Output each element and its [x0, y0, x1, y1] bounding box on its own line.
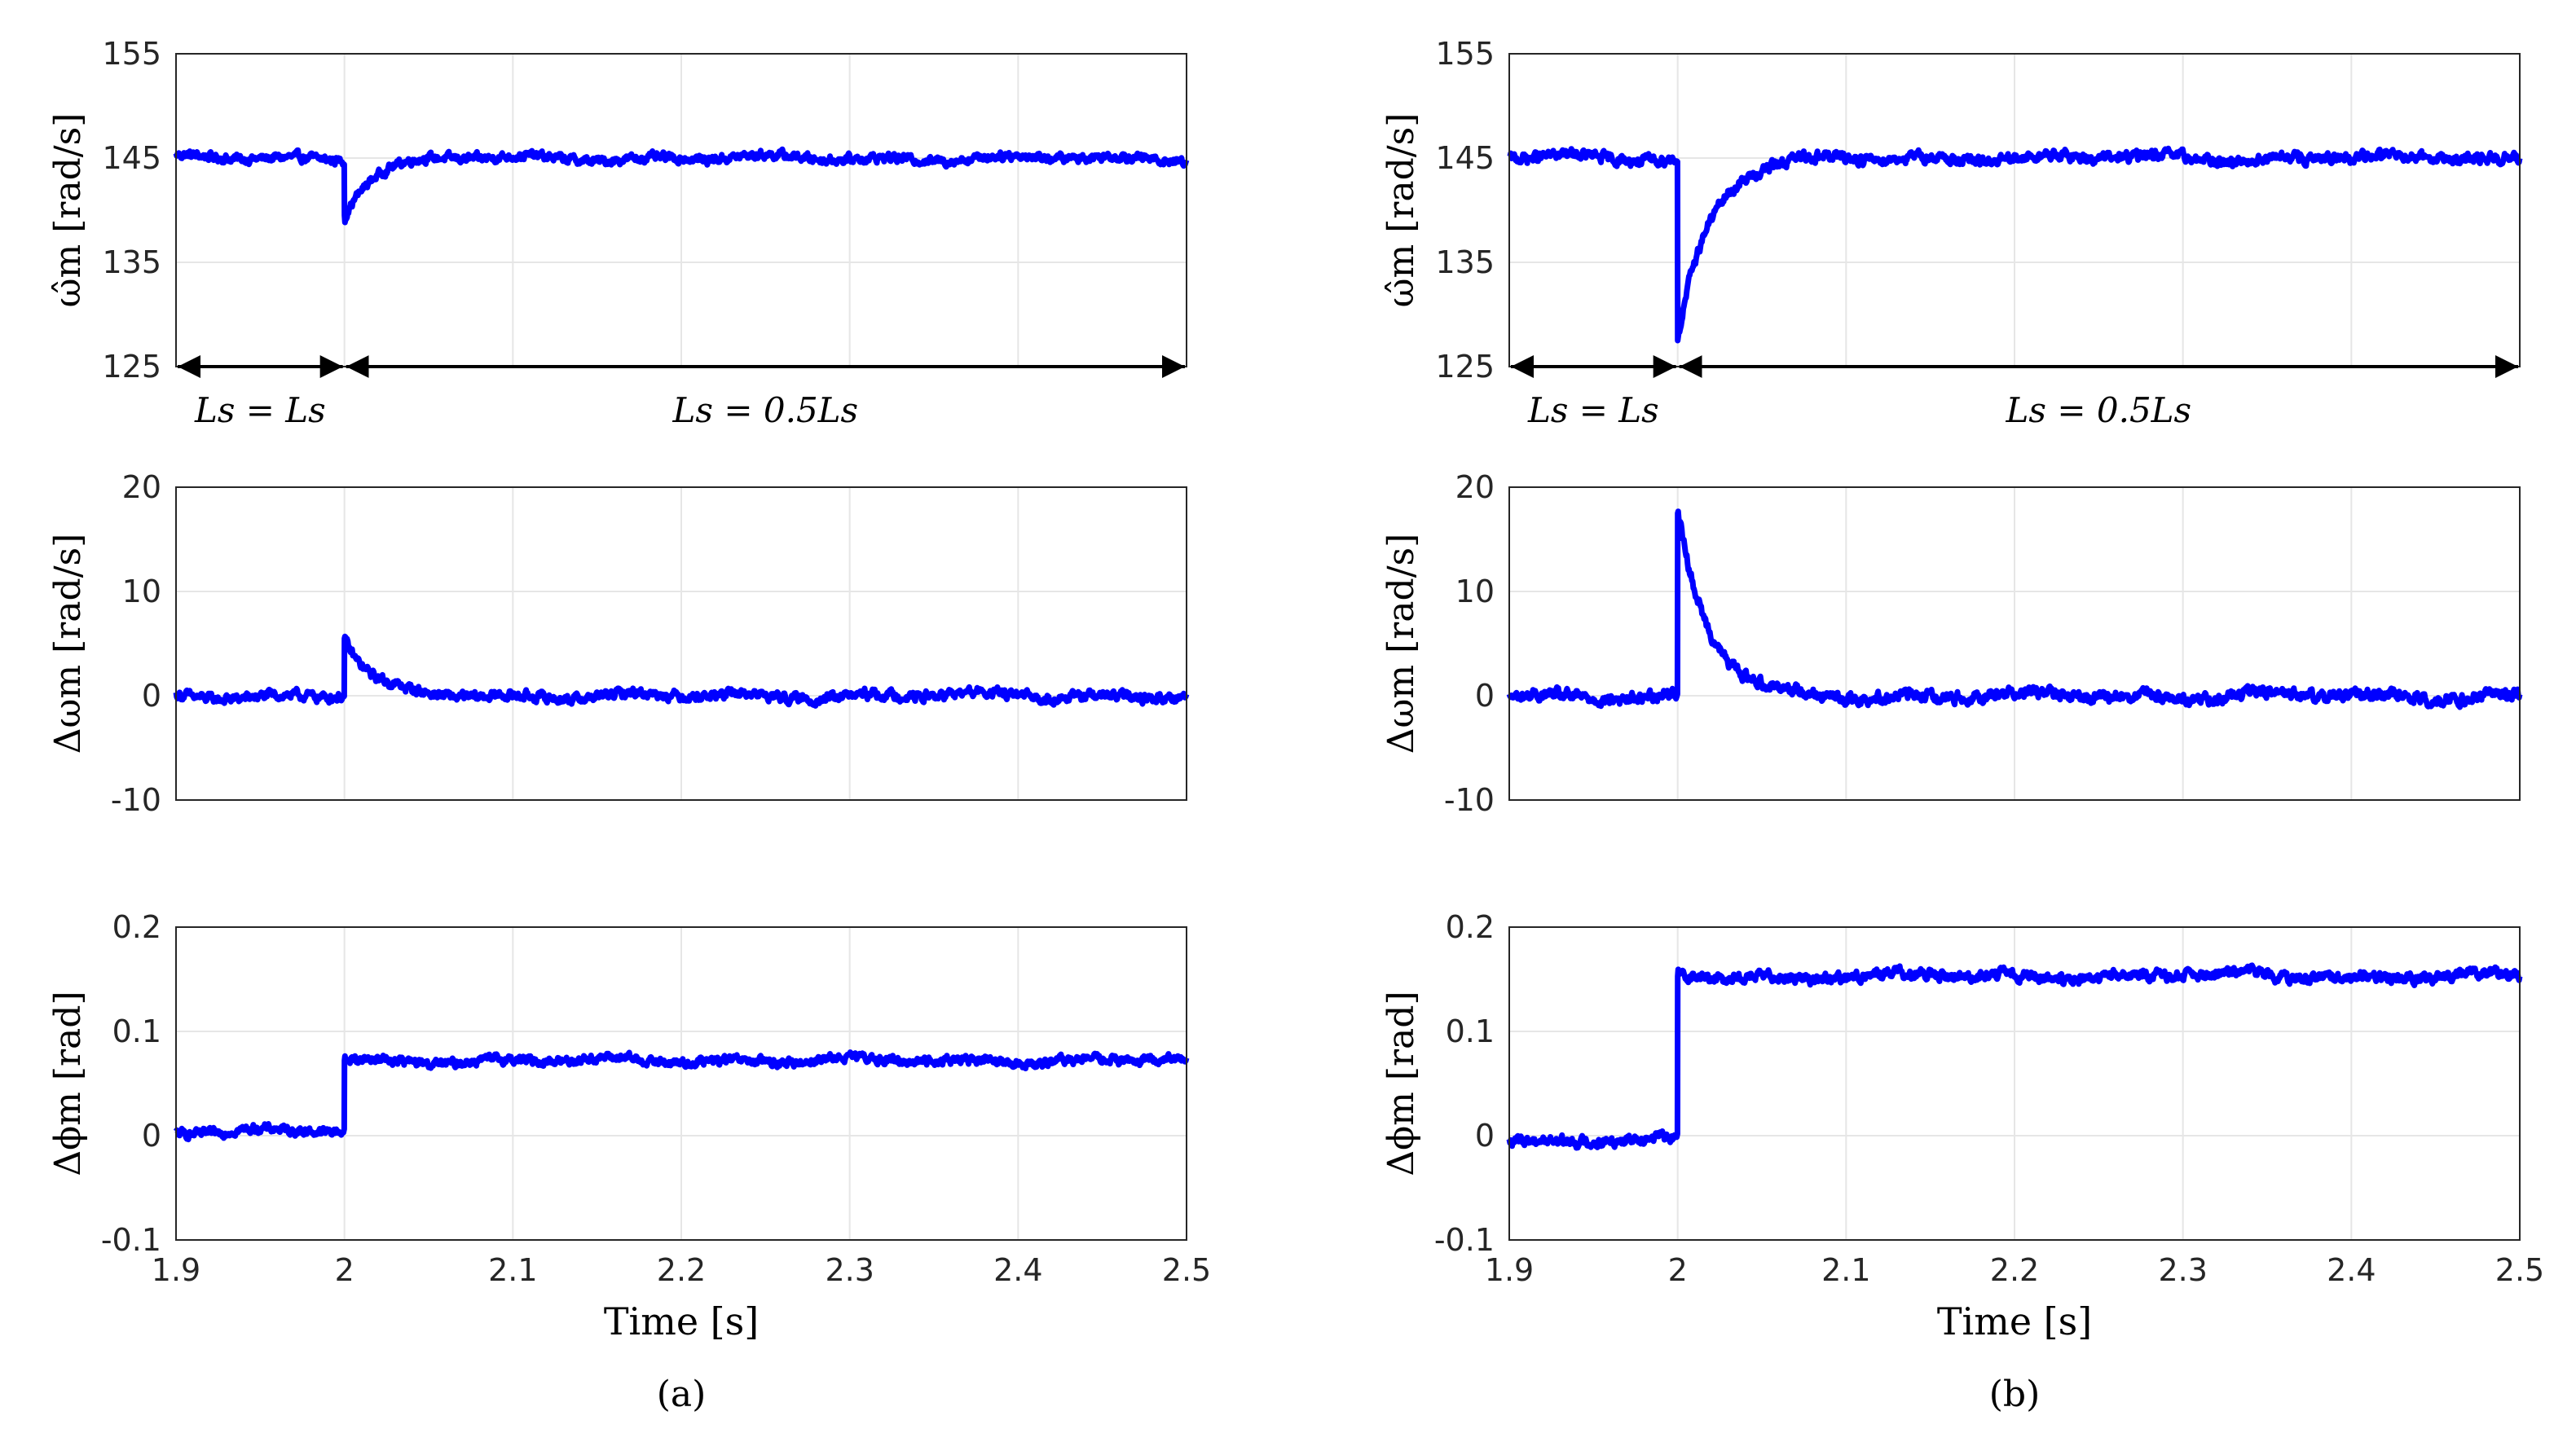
x-tick-label: 1.9	[152, 1252, 200, 1288]
y-tick-label: 125	[1435, 349, 1495, 385]
annotation-after: Ls = 0.5Ls	[672, 390, 859, 430]
y-tick-label: -0.1	[101, 1222, 161, 1258]
x-tick-label: 2.1	[488, 1252, 537, 1288]
x-tick-label: 2.3	[825, 1252, 874, 1288]
subplot-a-1: 125 135 145 155 ω̂m [rad/s] Ls = Ls Ls = 0.5Ls	[47, 36, 1190, 430]
series-line	[173, 633, 1190, 709]
y-tick-label: 0	[142, 678, 161, 714]
y-tick-label: 125	[102, 349, 161, 385]
subplot-b-1: 125 135 145 155 ω̂m [rad/s] Ls = Ls Ls = 0.5Ls	[1380, 36, 2523, 430]
x-tick-label: 2	[335, 1252, 354, 1288]
series-line	[1506, 962, 2523, 1151]
y-tick-label: 145	[102, 140, 161, 176]
subplot-a-2: -10 0 10 20 Δωm [rad/s]	[47, 469, 1190, 818]
annotation-before: Ls = Ls	[1527, 390, 1659, 430]
subplot-a-3: -0.1 0 0.1 0.2 1.9 2 2.1 2.2 2.3 2.4 2.5 Δϕm [rad] T…	[47, 909, 1211, 1343]
subplot-b-2: -10 0 10 20 Δωm [rad/s]	[1380, 469, 2523, 818]
x-tick-label: 2.5	[2495, 1252, 2544, 1288]
y-tick-label: 0	[1475, 678, 1495, 714]
plot-frame	[1508, 926, 2521, 1241]
panel-label-b: (b)	[1989, 1374, 2041, 1415]
y-tick-label: 0.1	[112, 1013, 161, 1049]
y-axis-label: Δωm [rad/s]	[1380, 534, 1422, 754]
y-tick-label: -10	[111, 782, 161, 818]
y-tick-label: 20	[1455, 469, 1495, 505]
plot-frame	[175, 926, 1187, 1241]
series-line	[173, 146, 1190, 226]
annotation-after: Ls = 0.5Ls	[2006, 390, 2192, 430]
subplot-b-3: -0.1 0 0.1 0.2 1.9 2 2.1 2.2 2.3 2.4 2.5 Δϕm [rad] T…	[1380, 909, 2544, 1343]
y-tick-label: 10	[122, 574, 161, 609]
x-tick-label: 1.9	[1485, 1252, 1534, 1288]
series-line	[1507, 145, 2523, 344]
x-tick-label: 2.4	[993, 1252, 1042, 1288]
x-tick-label: 2.3	[2158, 1252, 2207, 1288]
plot-frame	[1508, 486, 2521, 801]
plot-frame	[175, 486, 1187, 801]
y-tick-label: 155	[1435, 36, 1495, 72]
y-tick-label: 0.1	[1446, 1013, 1495, 1049]
x-tick-label: 2.1	[1821, 1252, 1870, 1288]
y-tick-label: 0.2	[112, 909, 161, 945]
y-axis-label: Δϕm [rad]	[47, 991, 89, 1176]
y-tick-label: 155	[102, 36, 161, 72]
panel-label-a: (a)	[657, 1374, 707, 1415]
y-tick-label: 20	[122, 469, 161, 505]
y-tick-label: 145	[1435, 140, 1495, 176]
y-axis-label: Δωm [rad/s]	[47, 534, 89, 754]
x-axis-label: Time [s]	[604, 1299, 759, 1343]
series-line	[1506, 508, 2523, 710]
y-tick-label: 10	[1455, 574, 1495, 609]
x-tick-label: 2.2	[1990, 1252, 2039, 1288]
y-tick-label: 0	[1475, 1118, 1495, 1154]
annotation-before: Ls = Ls	[194, 390, 326, 430]
y-tick-label: 135	[1435, 244, 1495, 280]
y-tick-label: 0	[142, 1118, 161, 1154]
y-tick-label: 135	[102, 244, 161, 280]
x-axis-label: Time [s]	[1937, 1299, 2092, 1343]
x-tick-label: 2.5	[1162, 1252, 1211, 1288]
y-tick-label: -10	[1444, 782, 1495, 818]
x-tick-label: 2.2	[657, 1252, 706, 1288]
y-tick-label: -0.1	[1434, 1222, 1495, 1258]
series-line	[173, 1049, 1190, 1143]
y-tick-label: 0.2	[1446, 909, 1495, 945]
y-axis-label: ω̂m [rad/s]	[1380, 113, 1422, 308]
x-tick-label: 2	[1668, 1252, 1688, 1288]
x-tick-label: 2.4	[2327, 1252, 2376, 1288]
y-axis-label: ω̂m [rad/s]	[47, 113, 89, 308]
y-axis-label: Δϕm [rad]	[1380, 991, 1422, 1176]
